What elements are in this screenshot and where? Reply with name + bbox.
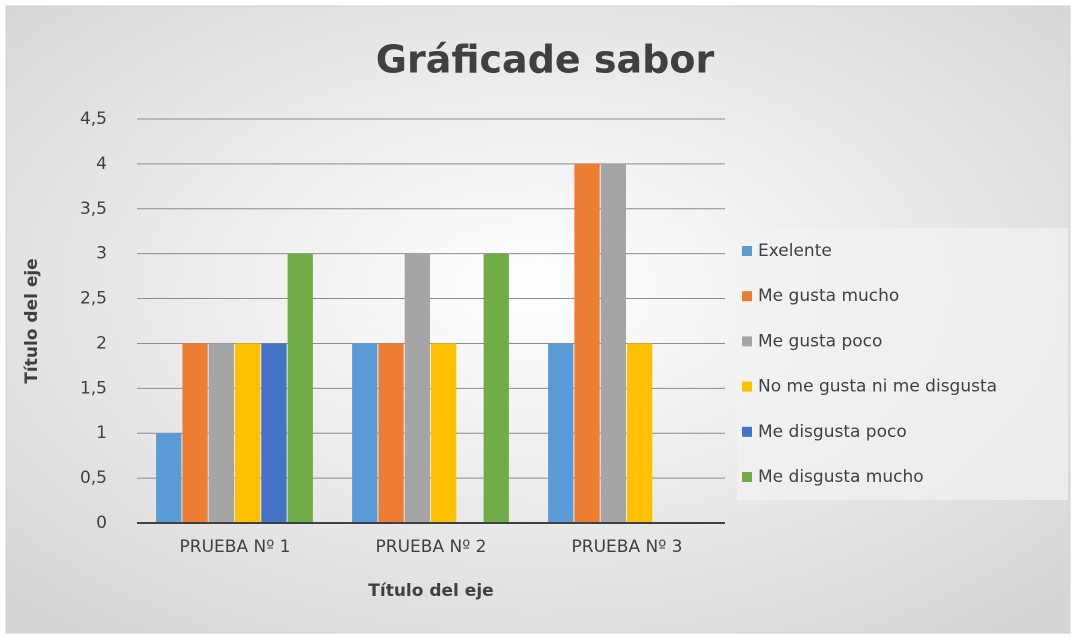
x-tick-label: PRUEBA Nº 3 bbox=[572, 537, 683, 557]
bar bbox=[287, 253, 313, 523]
bar bbox=[235, 343, 261, 523]
bar bbox=[156, 433, 182, 523]
legend-swatch bbox=[742, 336, 752, 347]
legend-label: No me gusta ni me disgusta bbox=[758, 377, 997, 397]
y-tick-label: 0,5 bbox=[80, 468, 107, 488]
y-tick-label: 4 bbox=[96, 154, 107, 174]
bar bbox=[208, 343, 234, 523]
x-tick-label: PRUEBA Nº 1 bbox=[180, 537, 291, 557]
y-tick-label: 1,5 bbox=[80, 378, 107, 398]
legend-swatch bbox=[742, 246, 752, 256]
bar bbox=[574, 163, 600, 523]
legend-swatch bbox=[742, 381, 752, 392]
x-tick-label: PRUEBA Nº 2 bbox=[376, 537, 487, 557]
legend-label: Me gusta mucho bbox=[758, 286, 899, 306]
bar bbox=[182, 343, 208, 523]
y-tick-label: 1 bbox=[96, 423, 107, 443]
bar bbox=[627, 343, 653, 523]
legend-label: Me disgusta poco bbox=[758, 422, 907, 442]
bar bbox=[483, 253, 509, 523]
bar bbox=[431, 343, 457, 523]
bar bbox=[404, 253, 430, 523]
legend-swatch bbox=[742, 291, 752, 302]
y-tick-label: 0 bbox=[96, 513, 107, 533]
bar bbox=[261, 343, 287, 523]
bar bbox=[548, 343, 574, 523]
y-axis-title: Título del eje bbox=[22, 258, 42, 383]
y-tick-label: 4,5 bbox=[80, 109, 107, 129]
legend-swatch bbox=[742, 426, 752, 437]
legend-label: Exelente bbox=[758, 241, 832, 261]
legend-label: Me disgusta mucho bbox=[758, 467, 924, 487]
bar bbox=[378, 343, 404, 523]
bar bbox=[600, 163, 626, 523]
y-tick-label: 2 bbox=[96, 333, 107, 353]
chart-title: Gráficade sabor bbox=[376, 38, 715, 82]
legend-box bbox=[737, 228, 1068, 500]
y-tick-label: 2,5 bbox=[80, 289, 107, 309]
y-tick-label: 3,5 bbox=[80, 199, 107, 219]
legend-label: Me gusta poco bbox=[758, 331, 882, 351]
bar bbox=[352, 343, 378, 523]
y-tick-label: 3 bbox=[96, 244, 107, 264]
legend-swatch bbox=[742, 472, 752, 482]
x-axis-title: Título del eje bbox=[368, 581, 493, 601]
